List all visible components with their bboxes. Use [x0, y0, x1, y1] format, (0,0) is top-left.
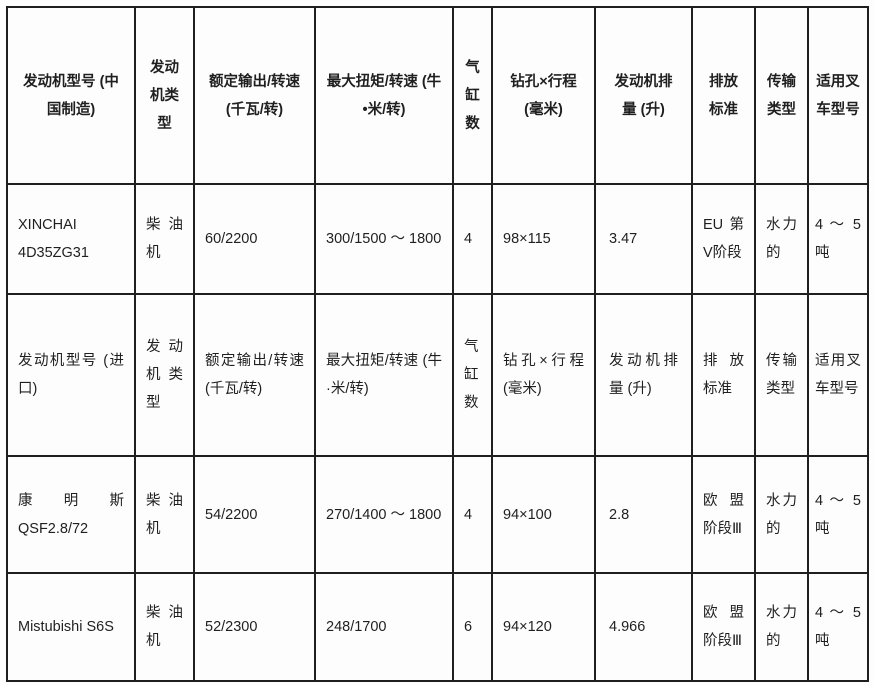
cell-bore-stroke: 94×100 — [491, 455, 596, 574]
table-row-import-header: 发动机型号 (进口) 发动机类型 额定输出/转速 (千瓦/转) 最大扭矩/转速 … — [6, 293, 869, 457]
cell-displacement: 发动机排量 (升) — [594, 293, 693, 457]
cell-max-torque: 270/1400 ～ 1800 — [314, 455, 454, 574]
table-row: 康明斯 QSF2.8/72 柴油机 54/2200 270/1400 ～ 180… — [6, 455, 869, 574]
cell-emission-standard: 排放标准 — [691, 293, 756, 457]
cell-engine-model: Mistubishi S6S — [6, 572, 136, 682]
cell-cylinders: 气缸数 — [452, 293, 493, 457]
cell-emission-standard: 欧盟阶段Ⅲ — [691, 455, 756, 574]
cell-bore-stroke: 94×120 — [491, 572, 596, 682]
col-header-engine-type: 发动机类型 — [134, 6, 195, 185]
cell-bore-stroke: 98×115 — [491, 183, 596, 295]
col-header-rated-output: 额定输出/转速 (千瓦/转) — [193, 6, 316, 185]
col-header-max-torque: 最大扭矩/转速 (牛•米/转) — [314, 6, 454, 185]
cell-forklift-model: 4 ～ 5 吨 — [807, 572, 869, 682]
cell-max-torque: 300/1500 ～ 1800 — [314, 183, 454, 295]
cell-cylinders: 4 — [452, 183, 493, 295]
cell-rated-output: 52/2300 — [193, 572, 316, 682]
cell-max-torque: 248/1700 — [314, 572, 454, 682]
engine-spec-table: 发动机型号 (中国制造) 发动机类型 额定输出/转速 (千瓦/转) 最大扭矩/转… — [6, 6, 869, 682]
cell-max-torque: 最大扭矩/转速 (牛·米/转) — [314, 293, 454, 457]
table-row: Mistubishi S6S 柴油机 52/2300 248/1700 6 94… — [6, 572, 869, 682]
cell-displacement: 4.966 — [594, 572, 693, 682]
table-row: XINCHAI 4D35ZG31 柴油机 60/2200 300/1500 ～ … — [6, 183, 869, 295]
cell-engine-type: 柴油机 — [134, 455, 195, 574]
cell-emission-standard: 欧盟阶段Ⅲ — [691, 572, 756, 682]
cell-engine-model: 发动机型号 (进口) — [6, 293, 136, 457]
cell-engine-model: 康明斯 QSF2.8/72 — [6, 455, 136, 574]
col-header-bore-stroke: 钻孔×行程 (毫米) — [491, 6, 596, 185]
cell-transmission-type: 水力的 — [754, 183, 809, 295]
cell-forklift-model: 4 ～ 5 吨 — [807, 455, 869, 574]
cell-transmission-type: 水力的 — [754, 455, 809, 574]
col-header-emission-standard: 排放标准 — [691, 6, 756, 185]
cell-cylinders: 4 — [452, 455, 493, 574]
table-header-row: 发动机型号 (中国制造) 发动机类型 额定输出/转速 (千瓦/转) 最大扭矩/转… — [6, 6, 869, 185]
col-header-cylinders: 气缸数 — [452, 6, 493, 185]
col-header-transmission-type: 传输类型 — [754, 6, 809, 185]
cell-displacement: 2.8 — [594, 455, 693, 574]
cell-engine-type: 发动机类型 — [134, 293, 195, 457]
cell-engine-model: XINCHAI 4D35ZG31 — [6, 183, 136, 295]
cell-rated-output: 54/2200 — [193, 455, 316, 574]
col-header-forklift-model: 适用叉车型号 — [807, 6, 869, 185]
cell-engine-type: 柴油机 — [134, 572, 195, 682]
cell-bore-stroke: 钻孔×行程 (毫米) — [491, 293, 596, 457]
cell-forklift-model: 适用叉车型号 — [807, 293, 869, 457]
cell-transmission-type: 传输类型 — [754, 293, 809, 457]
cell-engine-type: 柴油机 — [134, 183, 195, 295]
cell-forklift-model: 4 ～ 5 吨 — [807, 183, 869, 295]
cell-cylinders: 6 — [452, 572, 493, 682]
col-header-displacement: 发动机排量 (升) — [594, 6, 693, 185]
cell-emission-standard: EU 第V阶段 — [691, 183, 756, 295]
cell-displacement: 3.47 — [594, 183, 693, 295]
col-header-engine-model-cn: 发动机型号 (中国制造) — [6, 6, 136, 185]
cell-rated-output: 60/2200 — [193, 183, 316, 295]
cell-rated-output: 额定输出/转速 (千瓦/转) — [193, 293, 316, 457]
cell-transmission-type: 水力的 — [754, 572, 809, 682]
